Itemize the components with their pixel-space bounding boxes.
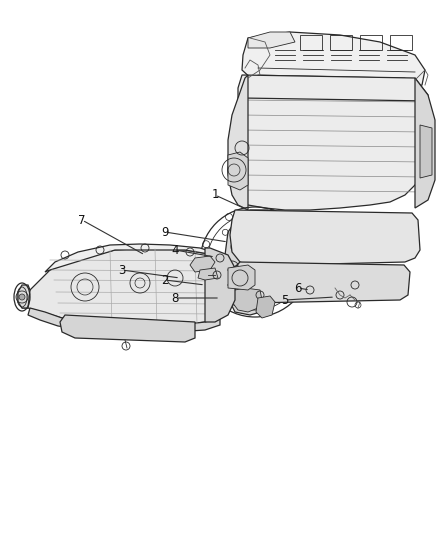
Polygon shape	[228, 265, 255, 290]
Text: 1: 1	[211, 189, 219, 201]
Polygon shape	[248, 32, 295, 48]
Polygon shape	[45, 244, 228, 272]
Text: 3: 3	[118, 263, 126, 277]
Polygon shape	[242, 32, 425, 92]
Polygon shape	[70, 322, 175, 338]
Text: 2: 2	[161, 273, 169, 287]
Polygon shape	[228, 75, 430, 210]
Text: 9: 9	[161, 225, 169, 238]
Polygon shape	[256, 296, 275, 318]
Polygon shape	[22, 248, 232, 326]
Polygon shape	[190, 256, 215, 272]
Text: 6: 6	[294, 281, 302, 295]
Text: 7: 7	[78, 214, 86, 227]
Text: 5: 5	[281, 294, 289, 306]
Circle shape	[252, 259, 258, 265]
Polygon shape	[18, 285, 30, 308]
Polygon shape	[420, 125, 432, 178]
Polygon shape	[232, 262, 410, 303]
Polygon shape	[198, 268, 218, 280]
Polygon shape	[225, 210, 278, 315]
Polygon shape	[228, 152, 248, 190]
Polygon shape	[232, 288, 262, 312]
Polygon shape	[228, 75, 248, 210]
Text: 4: 4	[171, 244, 179, 256]
Polygon shape	[205, 248, 235, 322]
Text: 8: 8	[171, 292, 179, 304]
Polygon shape	[415, 78, 435, 208]
Polygon shape	[60, 315, 195, 342]
Polygon shape	[230, 210, 420, 268]
Circle shape	[19, 294, 25, 300]
Polygon shape	[28, 308, 220, 333]
